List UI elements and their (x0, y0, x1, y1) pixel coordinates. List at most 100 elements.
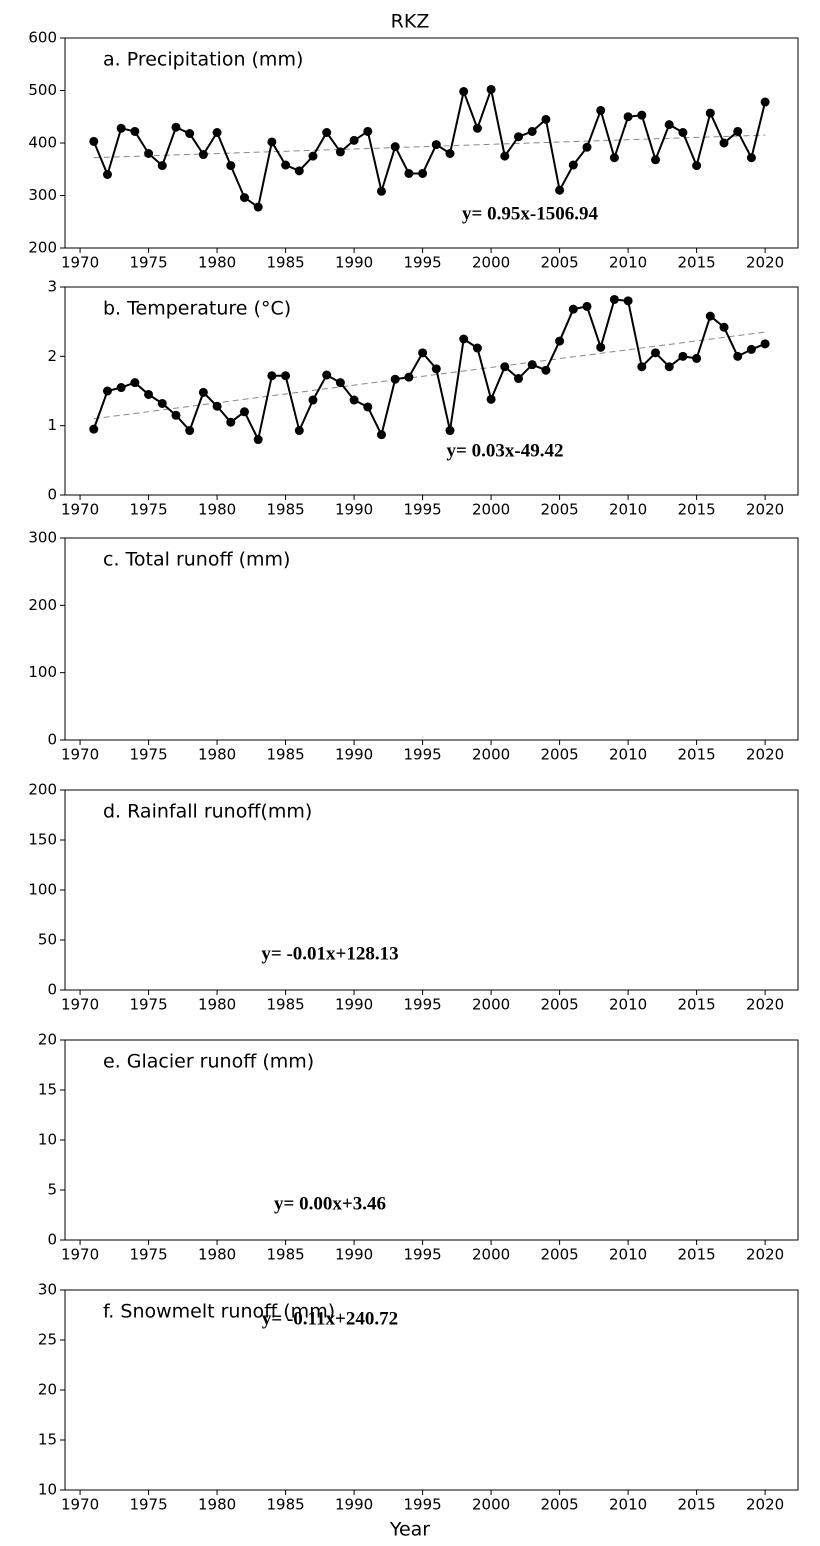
y-tick-label: 1 (47, 416, 57, 434)
data-point (171, 410, 181, 420)
data-point (623, 296, 633, 306)
data-point (486, 84, 496, 94)
x-tick-label: 1970 (61, 254, 99, 272)
x-tick-label: 1985 (266, 501, 304, 519)
x-tick-label: 2010 (609, 1246, 647, 1264)
y-tick-label: 15 (38, 1081, 57, 1099)
trend-equation: y= 0.95x-1506.94 (462, 203, 598, 224)
data-point (500, 362, 510, 372)
data-point (514, 374, 524, 384)
data-point (390, 142, 400, 152)
x-tick-label: 2020 (746, 254, 784, 272)
data-point (609, 153, 619, 163)
y-tick-label: 100 (28, 881, 57, 899)
data-point (102, 170, 112, 179)
x-tick-label: 1970 (61, 1246, 99, 1264)
data-point (582, 301, 592, 311)
data-line (92, 85, 767, 209)
x-tick-label: 2005 (541, 1496, 579, 1514)
x-tick-label: 2005 (541, 254, 579, 272)
x-tick-label: 2000 (472, 501, 510, 519)
data-point (637, 110, 647, 120)
x-tick-label: 2015 (678, 746, 716, 764)
data-point (692, 353, 702, 363)
data-point (404, 372, 414, 382)
x-tick-label: 1990 (335, 254, 373, 272)
data-point (102, 386, 112, 396)
data-point (719, 322, 729, 332)
x-tick-label: 2015 (678, 1496, 716, 1514)
x-tick-label: 2005 (541, 996, 579, 1014)
x-tick-label: 2005 (541, 746, 579, 764)
y-tick-label: 600 (28, 29, 57, 47)
data-point (664, 362, 674, 372)
data-point (363, 402, 373, 412)
data-point (390, 374, 400, 384)
x-tick-label: 1970 (61, 1496, 99, 1514)
data-point (89, 424, 99, 434)
data-point (308, 395, 318, 405)
y-tick-label: 0 (47, 981, 57, 999)
panel-title: f. Snowmelt runoff (mm) (103, 1301, 335, 1323)
data-point (335, 147, 345, 157)
x-tick-label: 1980 (198, 996, 236, 1014)
x-tick-label: 1995 (404, 254, 442, 272)
x-tick-label: 2010 (609, 996, 647, 1014)
figure-title: RKZ (391, 11, 430, 33)
data-point (376, 186, 386, 196)
data-point (705, 311, 715, 321)
y-tick-label: 10 (38, 1131, 57, 1149)
x-tick-label: 1980 (198, 746, 236, 764)
data-point (596, 342, 606, 352)
data-point (267, 371, 277, 381)
data-point (500, 151, 510, 161)
data-point (157, 161, 167, 171)
data-point (294, 166, 304, 176)
x-tick-label: 2005 (541, 501, 579, 519)
data-point (445, 149, 455, 158)
data-point (746, 153, 756, 163)
data-point (664, 120, 674, 130)
data-point (651, 348, 661, 358)
data-point (212, 401, 222, 411)
data-point (568, 160, 578, 170)
data-point (157, 398, 167, 408)
x-tick-label: 1985 (266, 746, 304, 764)
y-tick-label: 200 (28, 781, 57, 799)
data-point (431, 364, 441, 374)
data-point (185, 129, 195, 139)
y-tick-label: 2 (47, 347, 57, 365)
data-point (719, 138, 729, 148)
data-point (404, 168, 414, 178)
data-point (239, 193, 249, 203)
x-tick-label: 2015 (678, 996, 716, 1014)
x-tick-label: 1975 (129, 1496, 167, 1514)
data-point (568, 304, 578, 314)
data-point (555, 336, 565, 346)
trend-equation: y= -0.01x+128.13 (261, 943, 398, 964)
data-point (144, 149, 154, 158)
x-tick-label: 1975 (129, 254, 167, 272)
x-tick-label: 1970 (61, 501, 99, 519)
data-point (239, 407, 249, 417)
x-tick-label: 1990 (335, 501, 373, 519)
data-point (349, 395, 359, 405)
x-tick-label: 2020 (746, 1246, 784, 1264)
data-point (226, 161, 236, 171)
data-point (294, 426, 304, 436)
data-point (555, 185, 565, 195)
x-tick-label: 1995 (404, 746, 442, 764)
panel-title: e. Glacier runoff (mm) (103, 1051, 314, 1073)
y-tick-label: 200 (28, 239, 57, 257)
data-point (431, 140, 441, 150)
x-tick-label: 1985 (266, 1246, 304, 1264)
data-point (322, 128, 332, 137)
data-point (198, 387, 208, 397)
x-tick-label: 2020 (746, 501, 784, 519)
data-line (92, 298, 766, 443)
data-point (267, 137, 277, 147)
data-point (376, 430, 386, 440)
x-tick-label: 2000 (472, 254, 510, 272)
data-point (459, 87, 469, 97)
